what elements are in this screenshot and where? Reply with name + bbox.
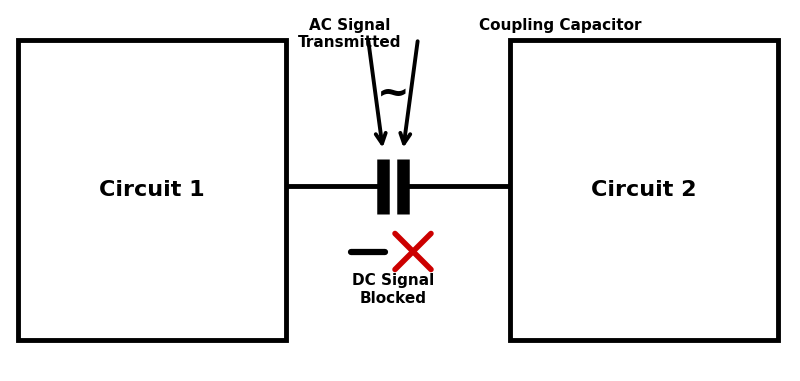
Text: Circuit 1: Circuit 1 [99, 180, 205, 200]
Text: DC Signal
Blocked: DC Signal Blocked [352, 274, 434, 306]
Bar [510, 40, 778, 340]
Text: AC Signal
Transmitted: AC Signal Transmitted [298, 18, 402, 50]
Bar [18, 40, 286, 340]
Text: Circuit 2: Circuit 2 [591, 180, 697, 200]
Text: Coupling Capacitor: Coupling Capacitor [478, 18, 642, 33]
Text: ~: ~ [377, 75, 410, 112]
